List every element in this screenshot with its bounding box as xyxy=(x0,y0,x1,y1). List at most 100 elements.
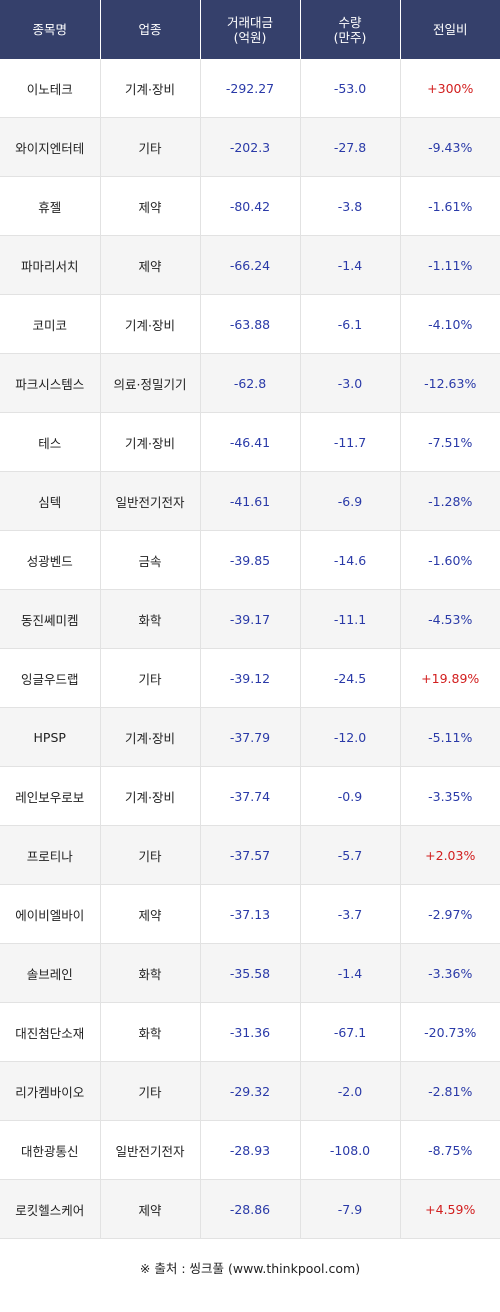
trade-amount: -39.17 xyxy=(200,589,301,649)
sector-name: 기타 xyxy=(100,825,201,885)
trade-amount: -37.74 xyxy=(200,766,301,826)
stock-name: 심텍 xyxy=(0,471,101,531)
sector-name: 기계·장비 xyxy=(100,412,201,472)
trade-volume: -1.4 xyxy=(300,235,401,295)
price-change: -1.11% xyxy=(400,235,500,295)
table-row: 심텍 일반전기전자 -41.61 -6.9 -1.28% xyxy=(0,471,500,531)
stock-name: 대진첨단소재 xyxy=(0,1002,101,1062)
stock-name: 이노테크 xyxy=(0,59,101,118)
sector-name: 화학 xyxy=(100,1002,201,1062)
price-change: +2.03% xyxy=(400,825,500,885)
trade-volume: -3.0 xyxy=(300,353,401,413)
table-row: 대진첨단소재 화학 -31.36 -67.1 -20.73% xyxy=(0,1002,500,1062)
trade-volume: -0.9 xyxy=(300,766,401,826)
sector-name: 일반전기전자 xyxy=(100,1120,201,1180)
stock-name: HPSP xyxy=(0,707,101,767)
price-change: -3.36% xyxy=(400,943,500,1003)
trade-volume: -11.1 xyxy=(300,589,401,649)
table-row: 동진쎄미켐 화학 -39.17 -11.1 -4.53% xyxy=(0,589,500,649)
stock-name: 리가켐바이오 xyxy=(0,1061,101,1121)
sector-name: 화학 xyxy=(100,943,201,1003)
header-volume-line1: 수량 xyxy=(338,14,362,30)
price-change: -12.63% xyxy=(400,353,500,413)
price-change: -7.51% xyxy=(400,412,500,472)
trade-amount: -29.32 xyxy=(200,1061,301,1121)
trade-volume: -3.7 xyxy=(300,884,401,944)
table-row: 이노테크 기계·장비 -292.27 -53.0 +300% xyxy=(0,59,500,118)
stock-name: 레인보우로보 xyxy=(0,766,101,826)
trade-volume: -2.0 xyxy=(300,1061,401,1121)
trade-volume: -27.8 xyxy=(300,117,401,177)
stock-name: 파마리서치 xyxy=(0,235,101,295)
stock-name: 테스 xyxy=(0,412,101,472)
stock-name: 대한광통신 xyxy=(0,1120,101,1180)
price-change: -3.35% xyxy=(400,766,500,826)
table-row: 파크시스템스 의료·정밀기기 -62.8 -3.0 -12.63% xyxy=(0,353,500,413)
trade-amount: -80.42 xyxy=(200,176,301,236)
stock-name: 로킷헬스케어 xyxy=(0,1179,101,1239)
stock-name: 휴젤 xyxy=(0,176,101,236)
trade-amount: -28.93 xyxy=(200,1120,301,1180)
trade-amount: -292.27 xyxy=(200,59,301,118)
sector-name: 기타 xyxy=(100,1061,201,1121)
header-name: 종목명 xyxy=(0,0,101,59)
stock-name: 코미코 xyxy=(0,294,101,354)
header-volume: 수량 (만주) xyxy=(300,0,401,59)
trade-amount: -41.61 xyxy=(200,471,301,531)
trade-amount: -28.86 xyxy=(200,1179,301,1239)
sector-name: 일반전기전자 xyxy=(100,471,201,531)
stock-table: 종목명 업종 거래대금 (억원) 수량 (만주) 전일비 이노테크 기계·장비 -2… xyxy=(0,0,500,1239)
trade-amount: -202.3 xyxy=(200,117,301,177)
table-row: 솔브레인 화학 -35.58 -1.4 -3.36% xyxy=(0,943,500,1003)
sector-name: 기타 xyxy=(100,117,201,177)
table-row: 리가켐바이오 기타 -29.32 -2.0 -2.81% xyxy=(0,1061,500,1121)
table-body: 이노테크 기계·장비 -292.27 -53.0 +300% 와이지엔터테 기타 -202.3… xyxy=(0,59,500,1239)
trade-amount: -35.58 xyxy=(200,943,301,1003)
trade-volume: -67.1 xyxy=(300,1002,401,1062)
price-change: -20.73% xyxy=(400,1002,500,1062)
table-row: 휴젤 제약 -80.42 -3.8 -1.61% xyxy=(0,176,500,236)
price-change: -5.11% xyxy=(400,707,500,767)
header-volume-line2: (만주) xyxy=(333,29,367,45)
sector-name: 기계·장비 xyxy=(100,59,201,118)
price-change: -1.60% xyxy=(400,530,500,590)
stock-name: 성광벤드 xyxy=(0,530,101,590)
price-change: +19.89% xyxy=(400,648,500,708)
header-sector: 업종 xyxy=(100,0,201,59)
header-amount: 거래대금 (억원) xyxy=(200,0,301,59)
table-row: 테스 기계·장비 -46.41 -11.7 -7.51% xyxy=(0,412,500,472)
table-row: 코미코 기계·장비 -63.88 -6.1 -4.10% xyxy=(0,294,500,354)
trade-amount: -31.36 xyxy=(200,1002,301,1062)
trade-volume: -12.0 xyxy=(300,707,401,767)
table-header: 종목명 업종 거래대금 (억원) 수량 (만주) 전일비 xyxy=(0,0,500,59)
stock-name: 잉글우드랩 xyxy=(0,648,101,708)
price-change: -4.10% xyxy=(400,294,500,354)
trade-volume: -5.7 xyxy=(300,825,401,885)
sector-name: 화학 xyxy=(100,589,201,649)
stock-name: 에이비엘바이 xyxy=(0,884,101,944)
table-row: 와이지엔터테 기타 -202.3 -27.8 -9.43% xyxy=(0,117,500,177)
trade-volume: -6.9 xyxy=(300,471,401,531)
table-row: 레인보우로보 기계·장비 -37.74 -0.9 -3.35% xyxy=(0,766,500,826)
trade-volume: -14.6 xyxy=(300,530,401,590)
trade-amount: -39.85 xyxy=(200,530,301,590)
trade-volume: -7.9 xyxy=(300,1179,401,1239)
price-change: +300% xyxy=(400,59,500,118)
sector-name: 기계·장비 xyxy=(100,707,201,767)
sector-name: 제약 xyxy=(100,176,201,236)
sector-name: 기계·장비 xyxy=(100,766,201,826)
sector-name: 기계·장비 xyxy=(100,294,201,354)
table-row: 에이비엘바이 제약 -37.13 -3.7 -2.97% xyxy=(0,884,500,944)
trade-amount: -39.12 xyxy=(200,648,301,708)
trade-volume: -11.7 xyxy=(300,412,401,472)
sector-name: 의료·정밀기기 xyxy=(100,353,201,413)
trade-amount: -66.24 xyxy=(200,235,301,295)
price-change: -8.75% xyxy=(400,1120,500,1180)
trade-amount: -37.57 xyxy=(200,825,301,885)
trade-amount: -62.8 xyxy=(200,353,301,413)
table-row: HPSP 기계·장비 -37.79 -12.0 -5.11% xyxy=(0,707,500,767)
price-change: +4.59% xyxy=(400,1179,500,1239)
table-row: 성광벤드 금속 -39.85 -14.6 -1.60% xyxy=(0,530,500,590)
price-change: -1.61% xyxy=(400,176,500,236)
